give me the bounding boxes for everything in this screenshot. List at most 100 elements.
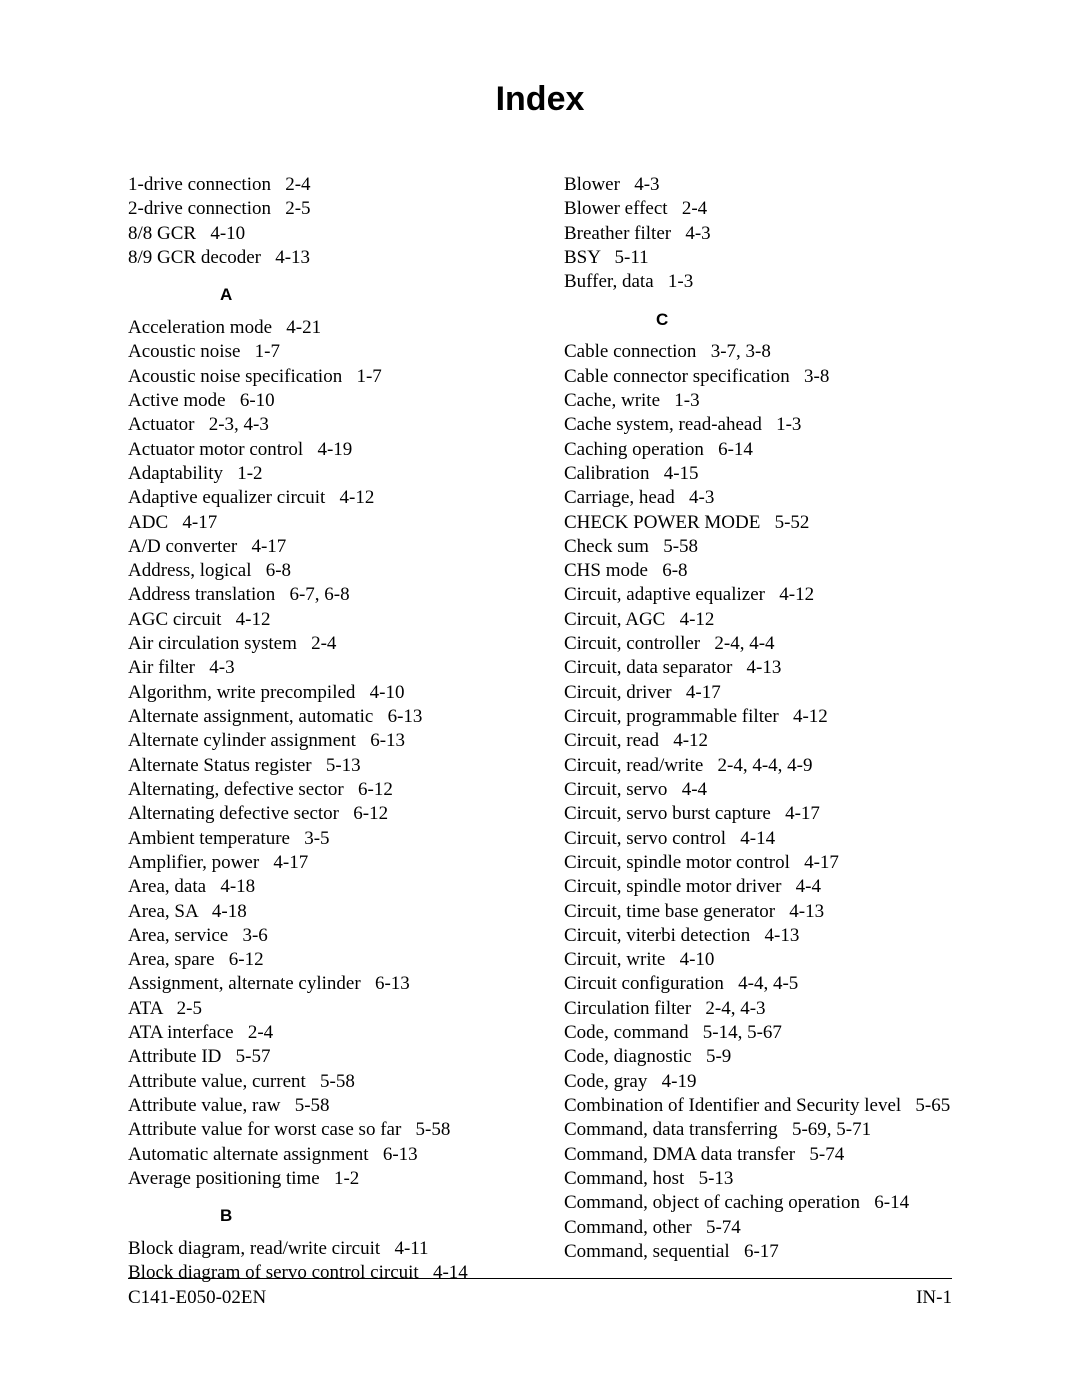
index-term: Command, object of caching operation [564,1192,860,1213]
index-pages: 4-12 [665,609,714,630]
index-entry: Breather filter 4-3 [564,222,952,246]
index-pages: 6-12 [339,803,388,824]
index-entry: Combination of Identifier and Security l… [564,1094,952,1118]
index-pages: 4-13 [261,247,310,268]
index-term: Actuator [128,414,194,435]
index-pages: 5-11 [600,247,648,268]
index-term: Circuit configuration [564,973,724,994]
index-entry: Command, data transferring 5-69, 5-71 [564,1118,952,1142]
index-pages: 4-17 [237,536,286,557]
page: Index 1-drive connection 2-42-drive conn… [0,0,1080,1286]
index-entry: ADC 4-17 [128,511,516,535]
index-term: Assignment, alternate cylinder [128,973,361,994]
index-entry: AGC circuit 4-12 [128,608,516,632]
index-entry: Algorithm, write precompiled 4-10 [128,681,516,705]
index-pages: 2-5 [162,998,202,1019]
index-entry: Circuit, spindle motor control 4-17 [564,851,952,875]
index-pages: 4-12 [765,584,814,605]
index-pages: 5-13 [312,755,361,776]
index-term: ATA [128,998,162,1019]
index-pages: 4-10 [665,949,714,970]
index-pages: 4-17 [790,852,839,873]
index-term: Circuit, time base generator [564,901,775,922]
index-entry: Circuit, controller 2-4, 4-4 [564,632,952,656]
index-entry: Circulation filter 2-4, 4-3 [564,997,952,1021]
index-entry: A/D converter 4-17 [128,535,516,559]
index-entry: ATA 2-5 [128,997,516,1021]
index-term: Adaptability [128,463,223,484]
index-entry: Block diagram, read/write circuit 4-11 [128,1237,516,1261]
index-term: Circuit, servo control [564,828,726,849]
index-pages: 6-12 [344,779,393,800]
index-term: Circuit, read [564,730,659,751]
index-entry: Alternate cylinder assignment 6-13 [128,729,516,753]
index-entry: Carriage, head 4-3 [564,486,952,510]
index-term: Command, sequential [564,1241,730,1262]
index-entry: Circuit, driver 4-17 [564,681,952,705]
index-pages: 4-3 [671,223,711,244]
index-entry: Command, host 5-13 [564,1167,952,1191]
index-pages: 5-74 [692,1217,741,1238]
index-entry: Circuit, servo 4-4 [564,778,952,802]
index-entry: Code, gray 4-19 [564,1070,952,1094]
index-entry: Address, logical 6-8 [128,559,516,583]
index-entry: 2-drive connection 2-5 [128,197,516,221]
index-entry: Circuit, write 4-10 [564,948,952,972]
index-entry: Air circulation system 2-4 [128,632,516,656]
index-pages: 4-13 [775,901,824,922]
index-term: 1-drive connection [128,174,271,195]
index-pages: 6-12 [215,949,264,970]
index-term: Area, service [128,925,228,946]
index-section-letter: C [564,309,952,331]
index-entry: BSY 5-11 [564,246,952,270]
index-pages: 4-3 [620,174,660,195]
index-pages: 4-17 [168,512,217,533]
index-term: Command, DMA data transfer [564,1144,795,1165]
index-term: Air circulation system [128,633,297,654]
index-term: Attribute value, current [128,1071,306,1092]
index-pages: 6-8 [251,560,291,581]
index-term: Alternating, defective sector [128,779,344,800]
index-entry: Area, spare 6-12 [128,948,516,972]
index-pages: 2-4 [668,198,708,219]
index-term: Area, SA [128,901,198,922]
index-term: Block diagram, read/write circuit [128,1238,380,1259]
index-term: Carriage, head [564,487,675,508]
index-entry: Alternate assignment, automatic 6-13 [128,705,516,729]
index-term: Algorithm, write precompiled [128,682,355,703]
index-pages: 2-4 [297,633,337,654]
index-term: Circuit, driver [564,682,672,703]
index-pages: 3-5 [290,828,330,849]
index-entry: Circuit, servo control 4-14 [564,827,952,851]
index-term: Combination of Identifier and Security l… [564,1095,901,1116]
index-pages: 6-7, 6-8 [275,584,349,605]
index-term: Circulation filter [564,998,691,1019]
index-pages: 1-3 [660,390,700,411]
index-term: Blower effect [564,198,668,219]
index-entry: Cable connection 3-7, 3-8 [564,340,952,364]
index-entry: CHECK POWER MODE 5-52 [564,511,952,535]
index-entry: Air filter 4-3 [128,656,516,680]
index-pages: 4-17 [259,852,308,873]
index-pages: 3-7, 3-8 [696,341,770,362]
index-entry: Alternating defective sector 6-12 [128,802,516,826]
index-term: CHS mode [564,560,648,581]
index-term: Code, diagnostic [564,1046,692,1067]
index-entry: Circuit, programmable filter 4-12 [564,705,952,729]
index-pages: 2-4, 4-3 [691,998,765,1019]
index-entry: Attribute ID 5-57 [128,1045,516,1069]
index-pages: 4-12 [659,730,708,751]
index-pages: 4-10 [196,223,245,244]
index-pages: 4-4 [781,876,821,897]
footer-doc-id: C141-E050-02EN [128,1287,266,1309]
index-entry: Adaptive equalizer circuit 4-12 [128,486,516,510]
index-pages: 1-2 [223,463,263,484]
index-entry: Circuit, AGC 4-12 [564,608,952,632]
index-term: BSY [564,247,600,268]
index-pages: 4-12 [221,609,270,630]
index-term: Acoustic noise [128,341,240,362]
index-term: Circuit, servo [564,779,667,800]
index-term: Check sum [564,536,649,557]
index-term: Cable connector specification [564,366,790,387]
index-entry: Command, other 5-74 [564,1216,952,1240]
